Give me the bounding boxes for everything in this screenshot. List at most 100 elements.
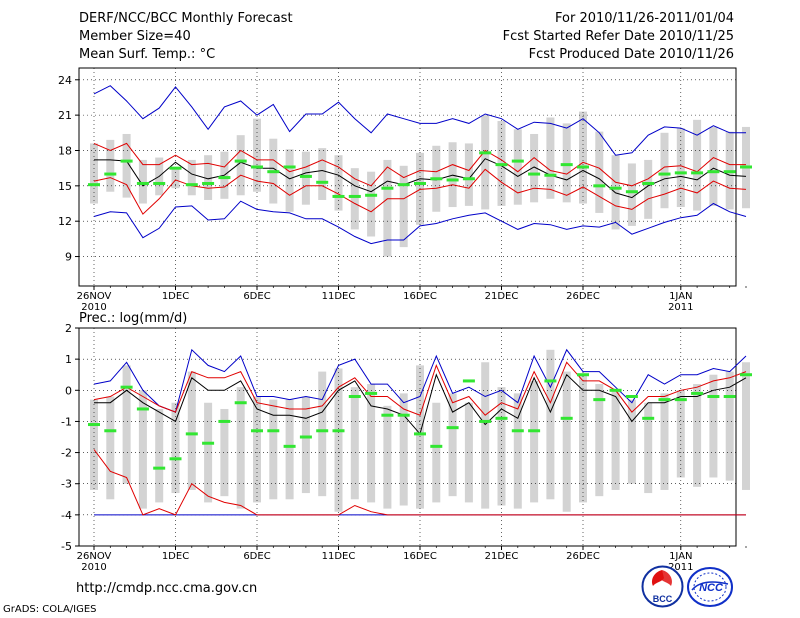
temp-xtick-label-7: 1JAN: [669, 291, 692, 302]
temp-climo-marker-28: [544, 173, 557, 177]
temp-spread-box-0: [90, 143, 98, 204]
bcc-logo: BCC: [641, 565, 684, 608]
temp-ytick-label-1: 12: [58, 215, 72, 228]
prec-xtick-year-0: 2010: [81, 562, 106, 573]
prec-climo-marker-16: [348, 395, 361, 399]
prec-spread-box-23: [464, 402, 473, 503]
fcst-produced-date: Fcst Produced Date 2010/11/26: [528, 47, 734, 62]
prec-ytick-label-7: 2: [65, 322, 72, 335]
temp-climo-marker-23: [462, 177, 475, 181]
temp-climo-marker-7: [202, 181, 215, 185]
prec-spread-box-36: [676, 390, 685, 478]
prec-xtick-label-1: 1DEC: [162, 551, 189, 562]
temp-extreme-min-line: [93, 200, 747, 245]
prec-climo-marker-23: [462, 379, 475, 383]
temp-std-high-line: [93, 142, 746, 187]
prec-climo-marker-20: [414, 432, 426, 436]
temp-spread-box-35: [660, 132, 669, 209]
prec-ytick-label-3: -2: [61, 447, 72, 460]
temp-spread-box-31: [595, 131, 604, 213]
temp-xtick-label-5: 21DEC: [485, 291, 519, 302]
prec-climo-marker-35: [658, 398, 671, 402]
temp-climo-marker-9: [234, 159, 247, 163]
temp-spread-box-37: [693, 119, 702, 211]
prec-extreme-max-line: [93, 348, 747, 413]
temp-xtick-label-1: 1DEC: [162, 291, 189, 302]
source-url[interactable]: http://cmdp.ncc.cma.gov.cn: [76, 581, 258, 596]
prec-climo-marker-22: [446, 426, 459, 430]
prec-climo-marker-30: [577, 373, 589, 377]
temp-spread-box-36: [676, 128, 685, 208]
temp-climo-marker-17: [365, 193, 378, 197]
prec-climo-marker-39: [723, 395, 736, 399]
prec-ytick-label-2: -3: [61, 478, 72, 491]
prec-ytick-label-0: -5: [61, 540, 72, 553]
member-size: Member Size=40: [79, 29, 191, 44]
temp-spread-box-24: [481, 115, 490, 210]
temp-ytick-label-5: 24: [58, 74, 72, 87]
temp-spread-box-28: [546, 117, 555, 199]
prec-ytick-label-1: -4: [61, 509, 72, 522]
prec-climo-marker-4: [153, 466, 166, 470]
prec-spread-box-39: [725, 371, 734, 481]
prec-spread-box-29: [562, 371, 571, 512]
temp-climo-marker-20: [414, 181, 426, 185]
temp-climo-marker-1: [104, 172, 117, 176]
variable-label-temp: Mean Surf. Temp.: °C: [79, 47, 216, 62]
prec-spread-box-40: [742, 362, 750, 490]
prec-spread-box-34: [644, 402, 653, 494]
prec-climo-marker-9: [234, 401, 247, 405]
temp-ytick-label-2: 15: [58, 180, 72, 193]
temp-climo-marker-33: [625, 190, 638, 194]
prec-spread-box-9: [236, 387, 245, 509]
bcc-logo-text: BCC: [653, 594, 673, 604]
prec-spread-box-22: [448, 393, 457, 497]
prec-spread-box-21: [432, 402, 441, 503]
chart-title: DERF/NCC/BCC Monthly Forecast: [79, 11, 293, 26]
temp-plot-frame: [78, 67, 737, 287]
temp-climo-marker-36: [674, 171, 687, 175]
prec-climo-marker-14: [316, 429, 329, 433]
temp-climo-marker-5: [169, 166, 182, 170]
temp-ytick-label-4: 21: [58, 109, 72, 122]
prec-spread-box-3: [138, 390, 147, 509]
temp-climo-marker-27: [528, 172, 541, 176]
prec-climo-marker-21: [430, 444, 443, 448]
temp-xtick-year-0: 2010: [81, 302, 106, 313]
temp-climo-marker-18: [381, 186, 394, 190]
temp-climo-marker-0: [88, 183, 100, 187]
prec-spread-box-4: [155, 408, 164, 503]
prec-spread-box-5: [171, 402, 180, 494]
temp-climo-marker-35: [658, 172, 671, 176]
temp-spread-box-14: [318, 148, 327, 200]
prec-spread-box-30: [579, 374, 587, 503]
prec-climo-marker-18: [381, 413, 394, 417]
temp-climo-marker-11: [267, 170, 280, 174]
prec-spread-box-7: [204, 402, 213, 503]
temp-spread-box-16: [350, 168, 359, 230]
temp-xtick-label-6: 26DEC: [566, 291, 600, 302]
temp-spread-box-7: [204, 155, 213, 200]
temp-ytick-label-3: 18: [58, 144, 72, 157]
prec-ytick-label-5: 0: [65, 384, 72, 397]
prec-spread-box-12: [285, 399, 294, 500]
temp-extreme-max-line: [93, 85, 746, 156]
prec-spread-box-37: [693, 384, 702, 487]
prec-spread-box-24: [481, 362, 490, 509]
prec-spread-box-14: [318, 371, 327, 497]
temp-climo-marker-39: [723, 170, 736, 174]
prec-spread-box-38: [709, 374, 718, 478]
ncc-logo: NCC: [687, 567, 733, 607]
temp-climo-marker-24: [479, 151, 492, 155]
prec-xtick-label-2: 6DEC: [243, 551, 270, 562]
temp-climo-marker-2: [120, 159, 133, 163]
prec-climo-marker-25: [495, 416, 508, 420]
temp-climo-marker-37: [691, 171, 704, 175]
prec-climo-marker-10: [251, 429, 263, 433]
prec-std-low-line: [93, 449, 746, 516]
temp-spread-box-23: [464, 143, 473, 206]
temp-xtick-label-0: 26NOV: [77, 291, 112, 302]
prec-climo-marker-26: [511, 429, 524, 433]
prec-spread-box-18: [383, 405, 392, 509]
prec-climo-marker-29: [560, 416, 573, 420]
